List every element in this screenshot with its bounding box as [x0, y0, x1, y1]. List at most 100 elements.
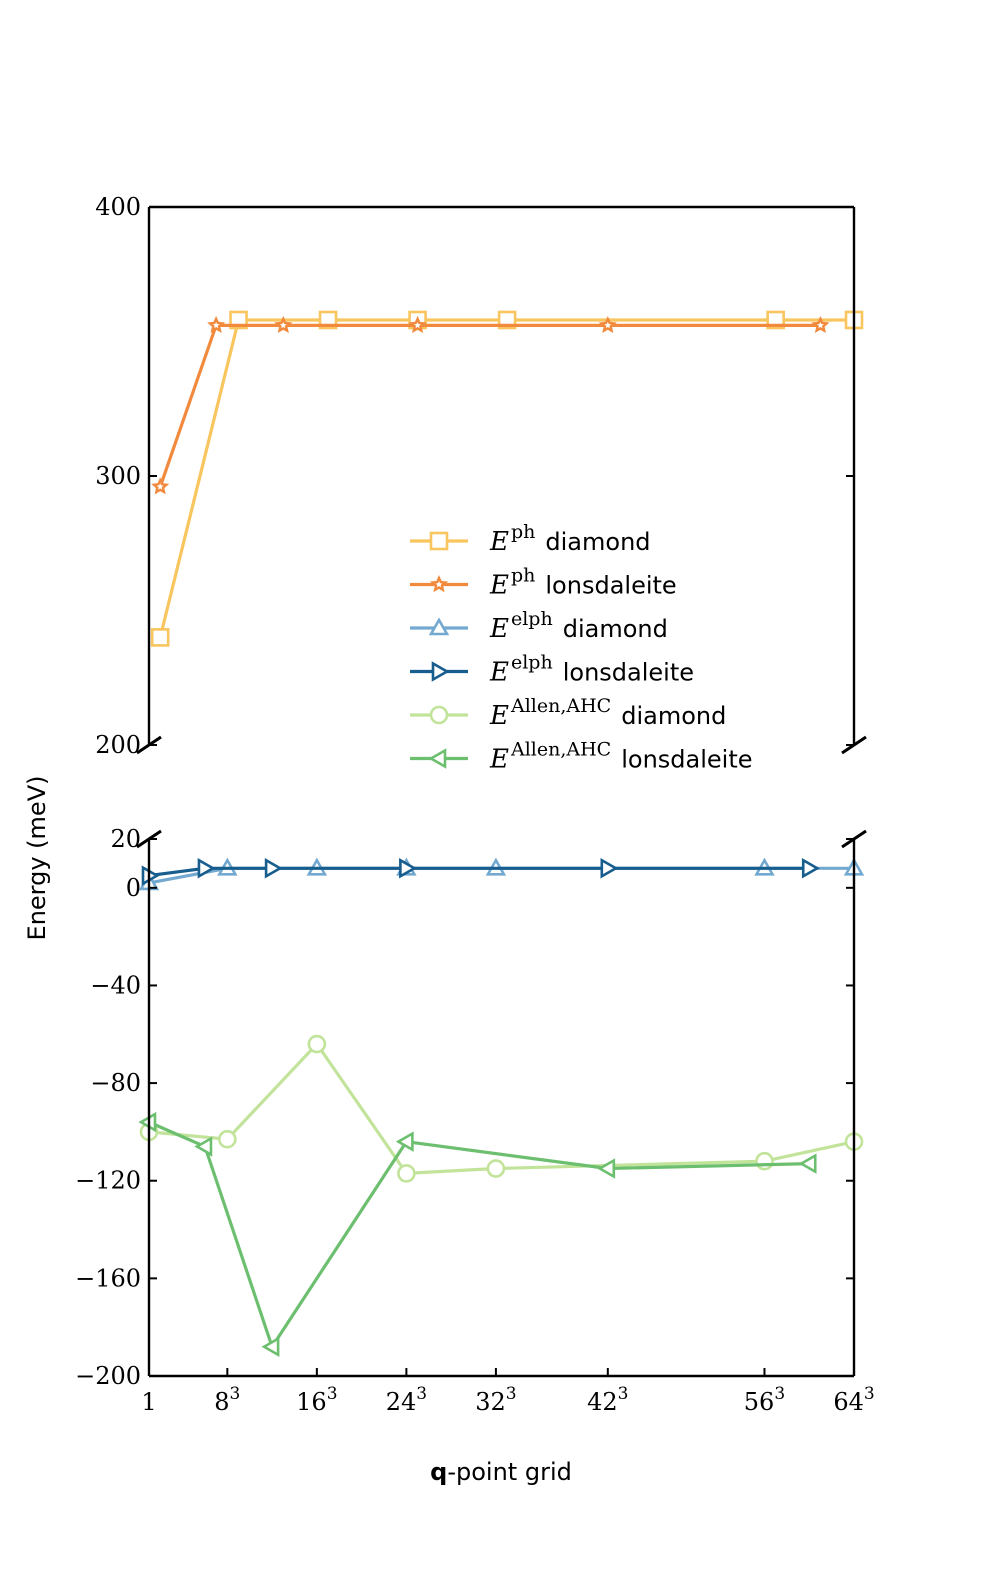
series-line — [158, 323, 821, 488]
legend-symbol-base: E — [489, 527, 509, 557]
legend-label: E Allen,AHC diamond — [489, 695, 726, 731]
y-axis-title: Energy (meV) — [23, 776, 51, 941]
x-tick-base: 42 — [587, 1388, 618, 1416]
series-line — [148, 866, 810, 878]
data-point — [261, 1336, 280, 1357]
x-tick-label: 1 — [141, 1388, 156, 1416]
x-axis-title-rest: -point grid — [447, 1458, 572, 1486]
series-line — [148, 1120, 810, 1349]
legend-superscript: Allen,AHC — [510, 695, 611, 717]
x-tick-exponent: 3 — [416, 1384, 427, 1404]
y-tick-label: 300 — [95, 462, 141, 490]
x-tick-label: 243 — [386, 1384, 427, 1416]
data-point — [399, 858, 418, 879]
legend-symbol-base: E — [489, 571, 509, 601]
y-tick-label: −40 — [90, 971, 141, 999]
legend-symbol-base: E — [489, 745, 509, 775]
x-tick-base: 16 — [296, 1388, 327, 1416]
x-tick-label: 83 — [214, 1384, 240, 1416]
legend-symbol-base: E — [489, 614, 509, 644]
x-tick-base: 32 — [475, 1388, 506, 1416]
series-layer — [138, 310, 865, 1357]
y-tick-label: 0 — [126, 874, 141, 902]
x-tick-exponent: 3 — [230, 1384, 241, 1404]
x-tick-exponent: 3 — [774, 1384, 785, 1404]
legend-text: lonsdaleite — [621, 746, 752, 774]
data-point — [600, 858, 619, 879]
x-tick-label: 643 — [833, 1384, 874, 1416]
y-tick-label: −160 — [75, 1264, 141, 1292]
x-tick-exponent: 3 — [864, 1384, 875, 1404]
legend-entry: E Allen,AHC lonsdaleite — [410, 739, 753, 775]
y-tick-label: 20 — [110, 825, 141, 853]
data-point — [597, 1158, 616, 1179]
x-tick-exponent: 3 — [327, 1384, 338, 1404]
legend-superscript: elph — [511, 652, 553, 674]
legend-text: diamond — [621, 702, 726, 730]
data-point — [408, 315, 427, 334]
legend-text: diamond — [563, 615, 668, 643]
y-tick-label: −80 — [90, 1069, 141, 1097]
legend-label: E Allen,AHC lonsdaleite — [489, 739, 753, 775]
y-tick-label: 400 — [95, 193, 141, 221]
data-point — [307, 1034, 327, 1054]
data-point — [274, 315, 293, 334]
legend-marker — [429, 531, 449, 551]
x-tick-label: 563 — [744, 1384, 785, 1416]
series-allenahc-diamond — [139, 1034, 864, 1183]
data-point — [150, 628, 170, 647]
x-tick-exponent: 3 — [506, 1384, 517, 1404]
x-tick-base: 8 — [214, 1388, 229, 1416]
legend-symbol-base: E — [489, 658, 509, 688]
x-tick-base: 56 — [744, 1388, 775, 1416]
data-point — [197, 858, 216, 879]
data-point — [397, 1164, 416, 1183]
legend-text: lonsdaleite — [545, 572, 676, 600]
legend-symbol-base: E — [489, 701, 509, 731]
x-tick-label: 163 — [296, 1384, 337, 1416]
legend-marker — [429, 705, 449, 725]
series-ph-lonsdaleite — [151, 315, 830, 495]
data-point — [811, 315, 830, 334]
legend-entry: E Allen,AHC diamond — [410, 695, 726, 731]
legend-text: diamond — [545, 528, 650, 556]
series-allenahc-lonsdaleite — [138, 1111, 817, 1357]
x-tick-exponent: 3 — [618, 1384, 629, 1404]
legend-superscript: elph — [511, 608, 553, 630]
legend-superscript: ph — [511, 565, 535, 587]
x-tick-base: 1 — [141, 1388, 156, 1416]
legend-marker — [431, 661, 450, 682]
legend-superscript: Allen,AHC — [510, 739, 611, 761]
legend-superscript: ph — [511, 521, 535, 543]
data-point — [598, 315, 617, 334]
x-tick-label: 423 — [587, 1384, 628, 1416]
legend-text: lonsdaleite — [563, 659, 694, 687]
data-point — [798, 1153, 817, 1174]
y-tick-label: −120 — [75, 1167, 141, 1195]
data-point — [207, 315, 226, 334]
x-tick-label: 323 — [475, 1384, 516, 1416]
x-axis-title: q-point grid — [430, 1458, 572, 1486]
x-tick-base: 24 — [386, 1388, 417, 1416]
data-point — [194, 1136, 213, 1157]
legend-marker — [429, 575, 449, 593]
data-point — [395, 1131, 414, 1152]
x-axis-title-bold: q — [430, 1458, 447, 1486]
data-point — [486, 1159, 506, 1178]
legend-marker — [428, 617, 450, 636]
x-tick-base: 64 — [833, 1388, 864, 1416]
data-point — [218, 1129, 237, 1149]
data-point — [264, 858, 283, 879]
y-tick-label: −200 — [75, 1362, 141, 1390]
series-elph-lonsdaleite — [141, 858, 820, 886]
data-point — [755, 1151, 774, 1171]
